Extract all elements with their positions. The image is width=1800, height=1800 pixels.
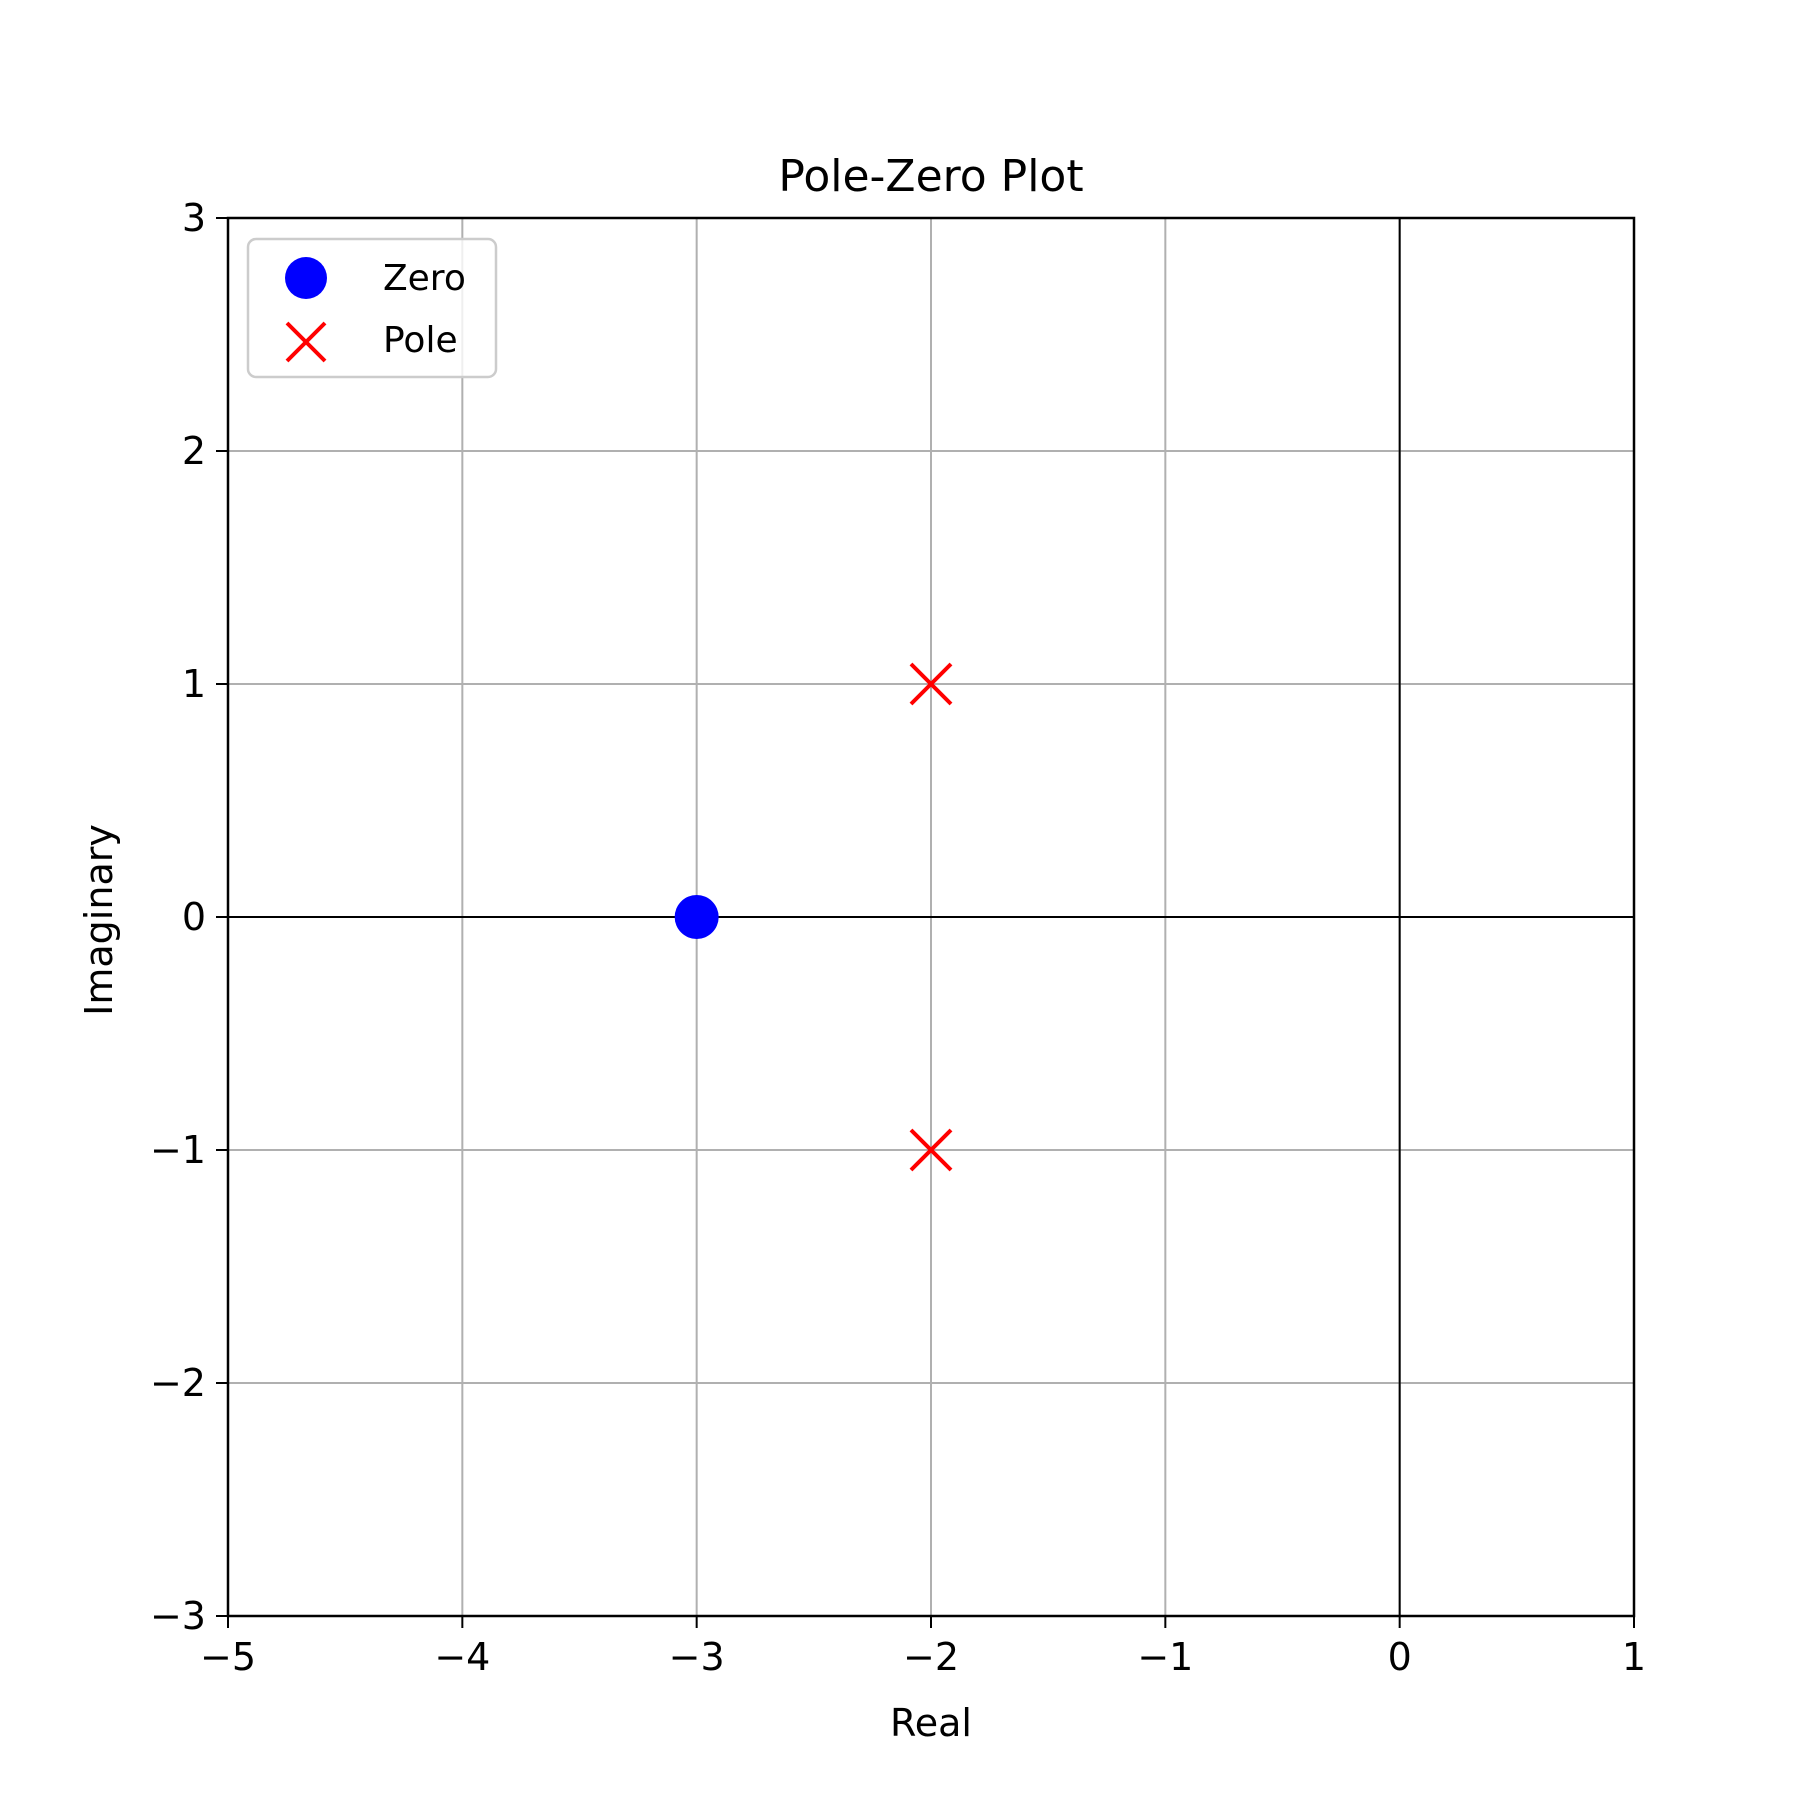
legend-pole-marker bbox=[285, 321, 327, 363]
x-tick-label: −1 bbox=[1137, 1635, 1193, 1679]
legend-zero-label: Zero bbox=[383, 258, 466, 299]
chart-title: Pole-Zero Plot bbox=[778, 151, 1083, 202]
x-tick-label: 1 bbox=[1622, 1635, 1646, 1679]
y-axis-label: Imaginary bbox=[77, 824, 121, 1016]
reference-axes bbox=[228, 218, 1634, 1616]
legend-zero-marker bbox=[285, 257, 327, 299]
pole-marker bbox=[909, 662, 953, 706]
axis-ticks: −5 −4 −3 −2 −1 0 1 −3 −2 −1 0 1 2 3 bbox=[150, 196, 1646, 1679]
zero-marker bbox=[674, 895, 719, 939]
y-tick-label: −2 bbox=[150, 1361, 206, 1405]
x-axis-label: Real bbox=[890, 1701, 972, 1745]
y-tick-label: −3 bbox=[150, 1594, 206, 1638]
y-tick-label: −1 bbox=[150, 1128, 206, 1172]
y-tick-label: 0 bbox=[182, 895, 206, 939]
y-tick-label: 3 bbox=[182, 196, 206, 240]
x-tick-label: −3 bbox=[669, 1635, 725, 1679]
x-tick-label: −2 bbox=[903, 1635, 959, 1679]
data-markers bbox=[674, 662, 953, 1172]
x-tick-label: −4 bbox=[434, 1635, 490, 1679]
legend-pole-label: Pole bbox=[383, 320, 458, 361]
x-tick-label: 0 bbox=[1388, 1635, 1412, 1679]
y-tick-label: 2 bbox=[182, 429, 206, 473]
y-tick-label: 1 bbox=[182, 662, 206, 706]
pole-marker bbox=[909, 1128, 953, 1172]
x-tick-label: −5 bbox=[200, 1635, 256, 1679]
legend: Zero Pole bbox=[246, 237, 498, 379]
